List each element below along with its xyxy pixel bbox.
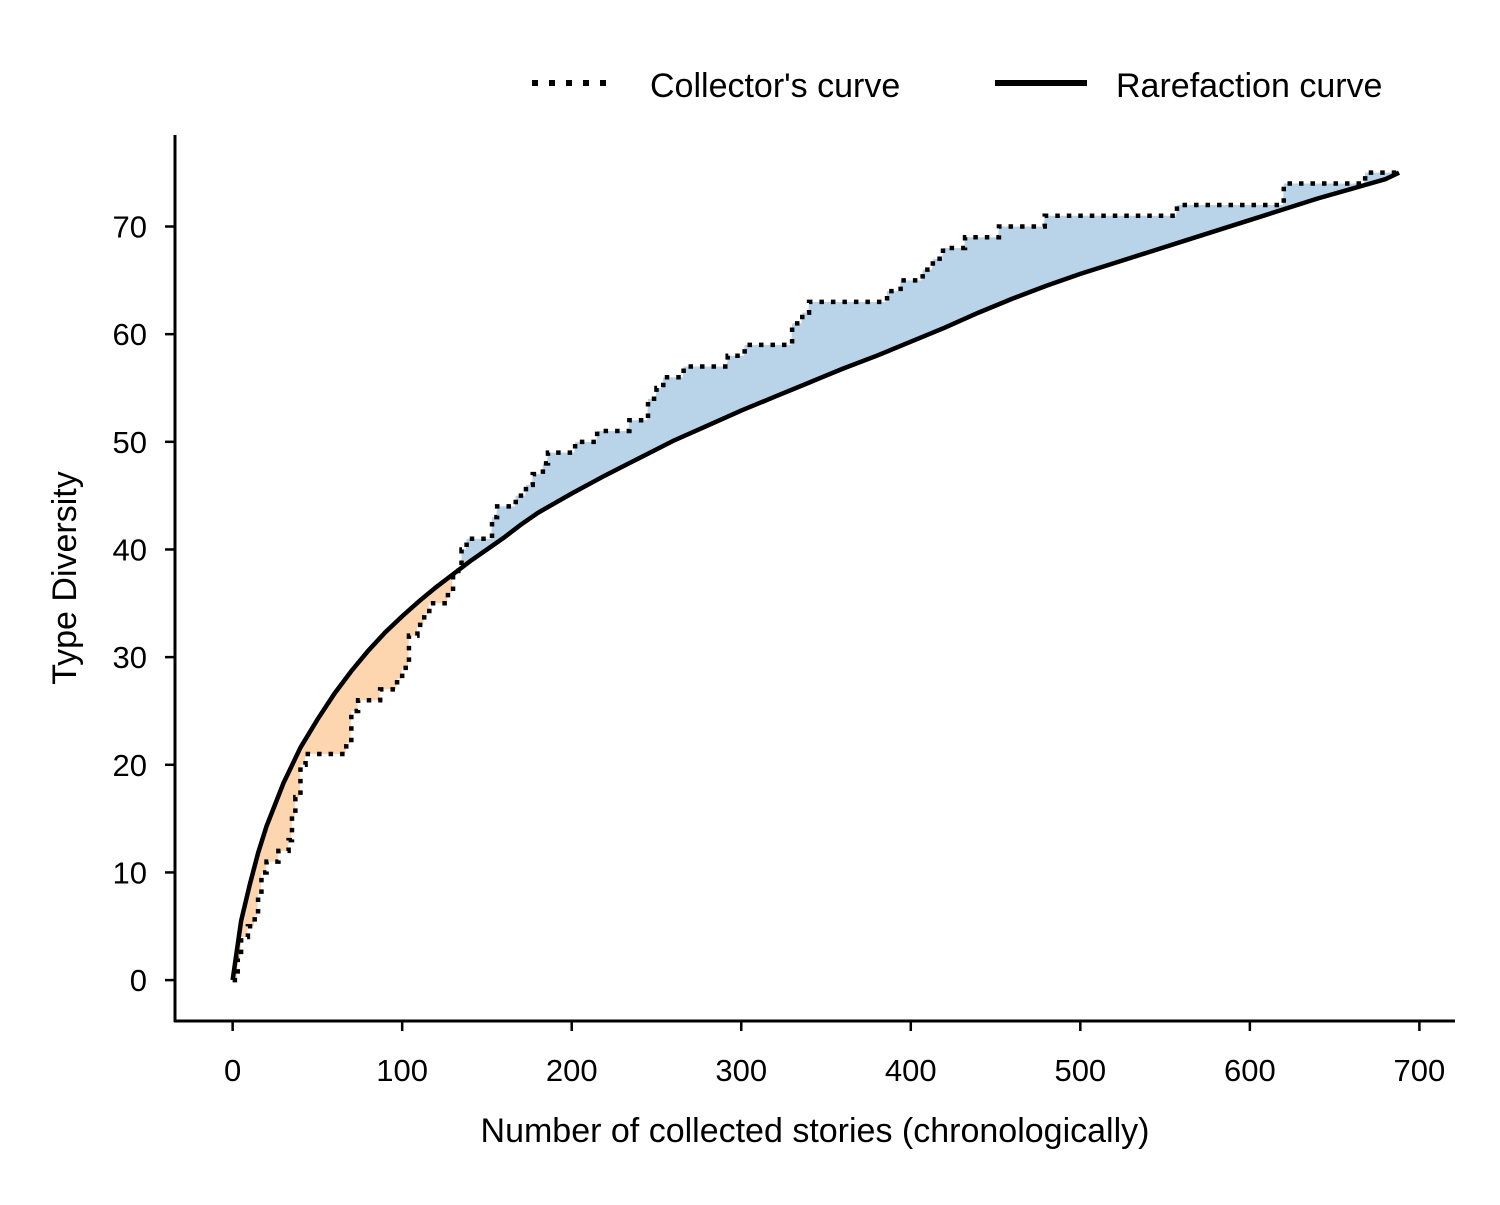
legend: Collector's curve Rarefaction curve bbox=[532, 67, 1382, 105]
axes-layer: 0 100 200 300 400 500 600 700 0 10 20 30 40 50 60 70 bbox=[113, 135, 1455, 1088]
series-layer bbox=[230, 170, 1401, 983]
x-tick-label: 700 bbox=[1394, 1053, 1446, 1088]
y-tick-label: 0 bbox=[130, 963, 147, 998]
fill-above-rarefaction bbox=[461, 172, 1400, 568]
legend-label-collectors-curve: Collector's curve bbox=[650, 67, 900, 105]
fill-below-rarefaction bbox=[232, 574, 453, 981]
fill-layer bbox=[232, 172, 1400, 981]
x-axis-label: Number of collected stories (chronologic… bbox=[481, 1112, 1150, 1150]
collectors-curve-line bbox=[232, 170, 1400, 983]
y-tick-label: 30 bbox=[113, 640, 147, 675]
y-tick-label: 60 bbox=[113, 317, 147, 352]
x-tick-label: 300 bbox=[715, 1053, 767, 1088]
x-ticks: 0 100 200 300 400 500 600 700 bbox=[224, 1021, 1445, 1088]
y-ticks: 0 10 20 30 40 50 60 70 bbox=[113, 210, 175, 998]
x-tick-label: 400 bbox=[885, 1053, 937, 1088]
y-axis-label: Type Diversity bbox=[46, 471, 84, 685]
x-tick-label: 100 bbox=[376, 1053, 428, 1088]
legend-label-rarefaction-curve: Rarefaction curve bbox=[1116, 67, 1382, 105]
y-tick-label: 50 bbox=[113, 425, 147, 460]
y-tick-label: 10 bbox=[113, 855, 147, 890]
x-tick-label: 200 bbox=[546, 1053, 598, 1088]
y-tick-label: 70 bbox=[113, 210, 147, 245]
rarefaction-curve-line bbox=[230, 170, 1401, 981]
x-tick-label: 0 bbox=[224, 1053, 241, 1088]
y-tick-label: 20 bbox=[113, 748, 147, 783]
x-tick-label: 600 bbox=[1224, 1053, 1276, 1088]
x-tick-label: 500 bbox=[1054, 1053, 1106, 1088]
y-tick-label: 40 bbox=[113, 532, 147, 567]
